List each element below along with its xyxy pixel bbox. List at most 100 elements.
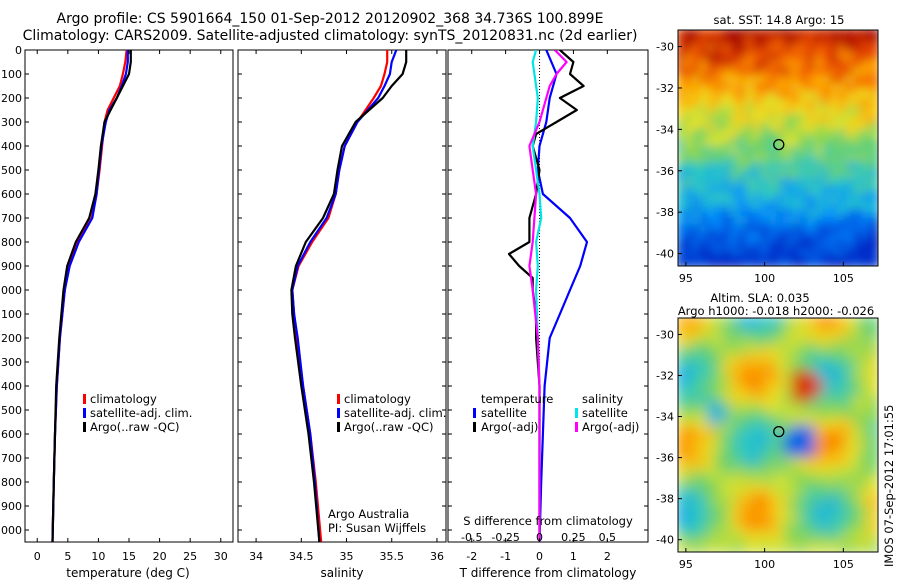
heatmap-cell: [852, 487, 865, 500]
y-tick-label: 800: [1, 236, 22, 249]
heatmap-cell: [829, 518, 842, 531]
heatmap-cell: [822, 240, 834, 253]
heatmap-cell: [714, 370, 727, 383]
heatmap-cell: [806, 106, 819, 119]
heatmap-cell: [691, 248, 704, 261]
heatmap-cell: [860, 153, 873, 166]
heatmap-cell: [683, 98, 696, 111]
heatmap-cell: [760, 51, 773, 64]
heatmap-cell: [799, 495, 811, 508]
heatmap-cell: [829, 456, 842, 469]
heatmap-cell: [678, 323, 688, 336]
heatmap-cell: [729, 448, 742, 461]
heatmap-cell: [829, 464, 842, 476]
heatmap-cell: [722, 114, 734, 127]
heatmap-cell: [837, 193, 850, 206]
heatmap-cell: [714, 106, 727, 119]
heatmap-cell: [776, 518, 788, 531]
heatmap-cell: [868, 448, 878, 461]
heatmap-cell: [678, 355, 688, 367]
heatmap-cell: [829, 240, 842, 253]
legend-swatch-climatology: [83, 394, 86, 404]
series-line-salinity-argo-adj-: [528, 50, 568, 542]
heatmap-cell: [706, 318, 719, 328]
heatmap-cell: [691, 503, 704, 515]
heatmap-cell: [714, 417, 727, 430]
heatmap-cell: [706, 378, 719, 391]
sst-y-ticks: -30-32-34-36-38-40: [656, 41, 682, 261]
heatmap-cell: [791, 153, 804, 166]
heatmap-cell: [837, 518, 850, 531]
heatmap-cell: [683, 153, 696, 166]
heatmap-cell: [683, 503, 696, 515]
heatmap-cell: [806, 409, 819, 422]
heatmap-cell: [822, 386, 834, 398]
heatmap-cell: [776, 30, 788, 40]
heatmap-cell: [691, 153, 704, 166]
heatmap-cell: [783, 114, 796, 127]
heatmap-cell: [860, 503, 873, 515]
heatmap-cell: [737, 208, 750, 221]
heatmap-cell: [722, 43, 734, 56]
heatmap-cell: [768, 130, 780, 143]
heatmap-cell: [722, 386, 734, 398]
heatmap-cell: [814, 323, 827, 336]
heatmap-cell: [768, 224, 780, 237]
heatmap-cell: [683, 67, 696, 80]
heatmap-cell: [760, 433, 773, 445]
heatmap-cell: [822, 331, 834, 344]
heatmap-cell: [729, 440, 742, 453]
heatmap-cell: [699, 456, 711, 469]
heatmap-cell: [678, 153, 688, 166]
heatmap-cell: [691, 409, 704, 422]
heatmap-cell: [776, 35, 788, 48]
heatmap-cell: [799, 122, 811, 135]
heatmap-cell: [706, 425, 719, 437]
heatmap-cell: [806, 201, 819, 213]
heatmap-cell: [714, 240, 727, 253]
heatmap-cell: [776, 153, 788, 166]
heatmap-cell: [791, 487, 804, 500]
heatmap-cell: [706, 433, 719, 445]
heatmap-cell: [799, 479, 811, 492]
heatmap-cell: [691, 433, 704, 445]
heatmap-cell: [852, 401, 865, 414]
heatmap-cell: [783, 106, 796, 119]
heatmap-cell: [845, 130, 857, 143]
heatmap-cell: [860, 378, 873, 391]
heatmap-cell: [722, 511, 734, 523]
heatmap-cell: [868, 106, 878, 119]
heatmap-cell: [706, 472, 719, 484]
heatmap-cell: [799, 240, 811, 253]
heatmap-cell: [868, 394, 878, 406]
heatmap-cell: [829, 370, 842, 383]
heatmap-cell: [868, 216, 878, 229]
heatmap-cell: [714, 394, 727, 406]
heatmap-cell: [722, 122, 734, 135]
heatmap-cell: [699, 433, 711, 445]
map-y-tick-label: -38: [656, 493, 674, 506]
heatmap-cell: [768, 347, 780, 359]
heatmap-cell: [706, 323, 719, 336]
heatmap-cell: [768, 59, 780, 72]
heatmap-cell: [768, 355, 780, 367]
heatmap-cell: [822, 59, 834, 72]
heatmap-cell: [745, 323, 757, 336]
heatmap-cell: [706, 347, 719, 359]
salinity-x-tick-label: 0: [536, 531, 543, 544]
heatmap-cell: [699, 425, 711, 437]
heatmap-cell: [806, 323, 819, 336]
heatmap-cell: [814, 208, 827, 221]
heatmap-cell: [737, 448, 750, 461]
heatmap-cell: [814, 146, 827, 158]
heatmap-cell: [783, 464, 796, 476]
heatmap-cell: [706, 185, 719, 198]
heatmap-cell: [729, 59, 742, 72]
heatmap-cell: [868, 208, 878, 221]
heatmap-cell: [860, 193, 873, 206]
heatmap-cell: [860, 169, 873, 182]
heatmap-cell: [722, 51, 734, 64]
heatmap-cell: [868, 495, 878, 508]
heatmap-cell: [852, 339, 865, 352]
salinity-x-tick-label: -0.25: [491, 531, 519, 544]
